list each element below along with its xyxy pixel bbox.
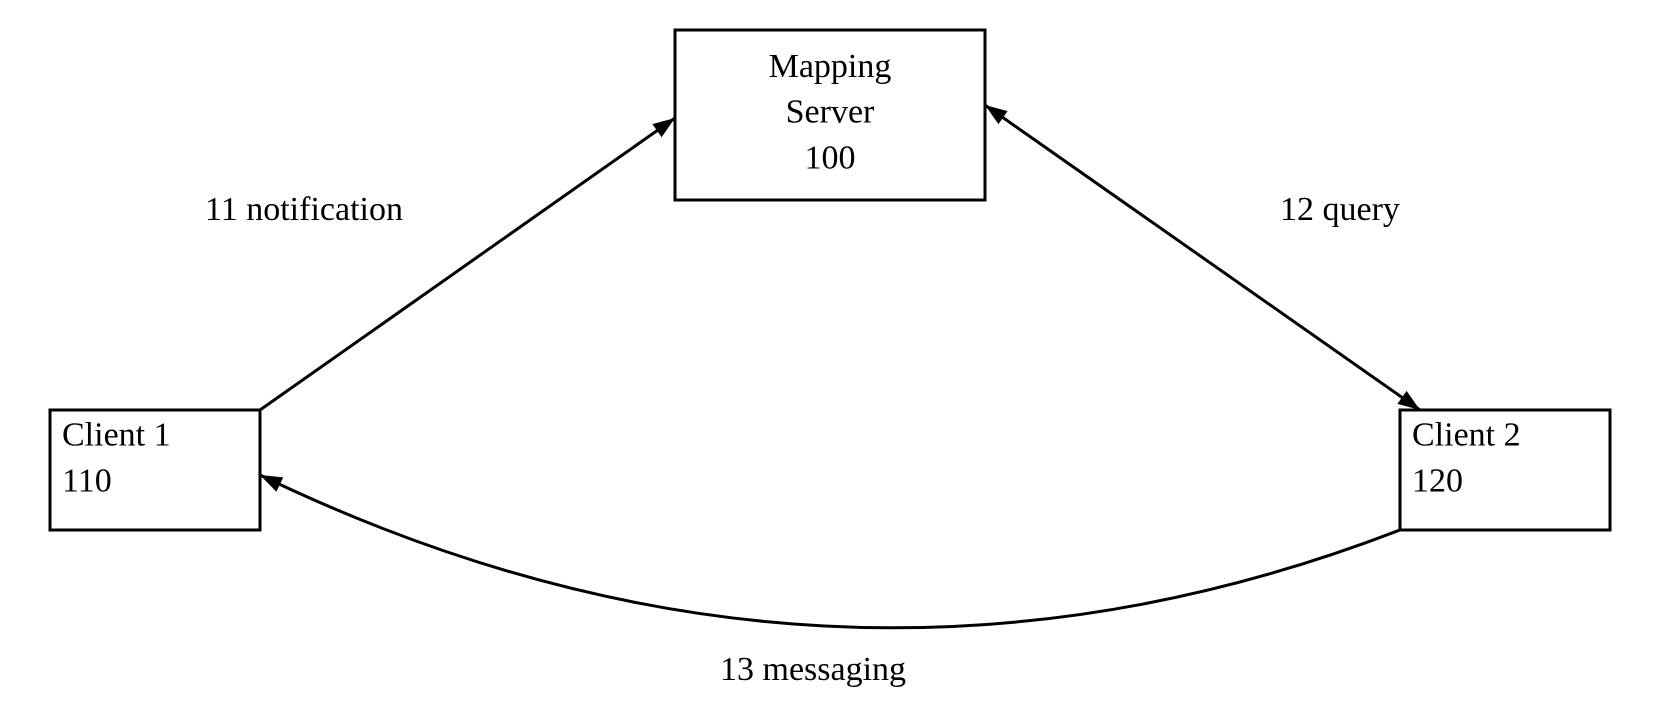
edge-label-messaging: 13 messaging xyxy=(720,651,906,688)
arrowhead-icon xyxy=(260,475,283,492)
edge-label-query: 12 query xyxy=(1280,191,1400,228)
node-server-label: Server xyxy=(786,94,875,131)
arrowhead-icon xyxy=(985,105,1008,124)
node-client1-label: 110 xyxy=(62,463,112,500)
edge-label-notification: 11 notification xyxy=(205,191,403,228)
node-client1-label: Client 1 xyxy=(62,417,171,454)
arrowhead-icon xyxy=(652,118,675,137)
edge-messaging xyxy=(260,475,1400,628)
node-server-label: 100 xyxy=(805,140,856,177)
diagram-canvas: 11 notification 12 query 13 messaging Mappi… xyxy=(0,0,1663,702)
node-server-label: Mapping xyxy=(769,48,892,85)
node-client2-label: 120 xyxy=(1412,463,1463,500)
node-client2-label: Client 2 xyxy=(1412,417,1521,454)
edge-query xyxy=(985,105,1420,410)
arrowhead-icon xyxy=(1397,391,1420,410)
edge-notification xyxy=(260,118,675,410)
